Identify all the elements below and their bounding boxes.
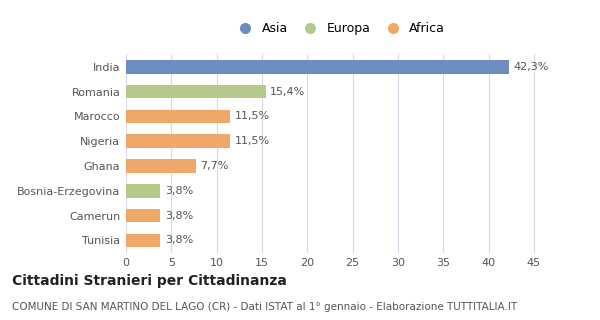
Text: 3,8%: 3,8% bbox=[165, 186, 193, 196]
Text: COMUNE DI SAN MARTINO DEL LAGO (CR) - Dati ISTAT al 1° gennaio - Elaborazione TU: COMUNE DI SAN MARTINO DEL LAGO (CR) - Da… bbox=[12, 302, 517, 312]
Text: 7,7%: 7,7% bbox=[200, 161, 229, 171]
Bar bbox=[126, 159, 196, 173]
Bar bbox=[126, 184, 160, 198]
Text: 3,8%: 3,8% bbox=[165, 211, 193, 220]
Bar bbox=[126, 234, 160, 247]
Text: Cittadini Stranieri per Cittadinanza: Cittadini Stranieri per Cittadinanza bbox=[12, 274, 287, 288]
Legend: Asia, Europa, Africa: Asia, Europa, Africa bbox=[228, 17, 450, 40]
Bar bbox=[126, 209, 160, 222]
Text: 11,5%: 11,5% bbox=[235, 111, 270, 121]
Bar bbox=[126, 109, 230, 123]
Bar bbox=[126, 134, 230, 148]
Text: 42,3%: 42,3% bbox=[514, 62, 550, 72]
Bar bbox=[126, 60, 509, 74]
Text: 11,5%: 11,5% bbox=[235, 136, 270, 146]
Bar bbox=[126, 85, 266, 99]
Text: 3,8%: 3,8% bbox=[165, 236, 193, 245]
Text: 15,4%: 15,4% bbox=[270, 87, 305, 97]
